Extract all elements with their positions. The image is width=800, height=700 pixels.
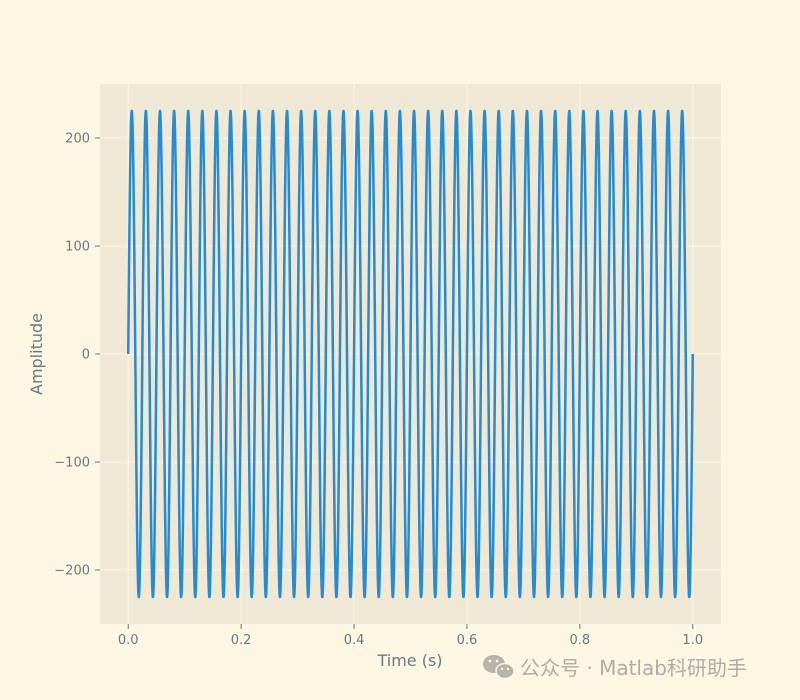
y-axis-ticks: −200 −100 0 100 200 (54, 132, 100, 579)
y-tick-label: −100 (54, 456, 90, 471)
x-tick-label: 0.6 (457, 633, 478, 648)
wechat-icon (483, 655, 515, 680)
x-axis-ticks: 0.0 0.2 0.4 0.6 0.8 1.0 (118, 624, 703, 648)
x-tick-label: 1.0 (682, 633, 703, 648)
y-axis-label: Amplitude (27, 313, 46, 395)
watermark: 公众号 · Matlab科研助手 (483, 655, 747, 680)
x-tick-label: 0.0 (118, 633, 139, 648)
y-tick-label: −200 (54, 564, 90, 579)
y-tick-label: 0 (82, 348, 90, 363)
series-layer (126, 109, 695, 599)
watermark-text: 公众号 · Matlab科研助手 (520, 656, 747, 680)
series-line (126, 109, 695, 599)
y-tick-label: 100 (65, 240, 90, 255)
x-tick-label: 0.4 (344, 633, 365, 648)
x-tick-label: 0.8 (570, 633, 591, 648)
x-axis-label: Time (s) (376, 651, 442, 670)
y-tick-label: 200 (65, 132, 90, 147)
x-tick-label: 0.2 (231, 633, 252, 648)
